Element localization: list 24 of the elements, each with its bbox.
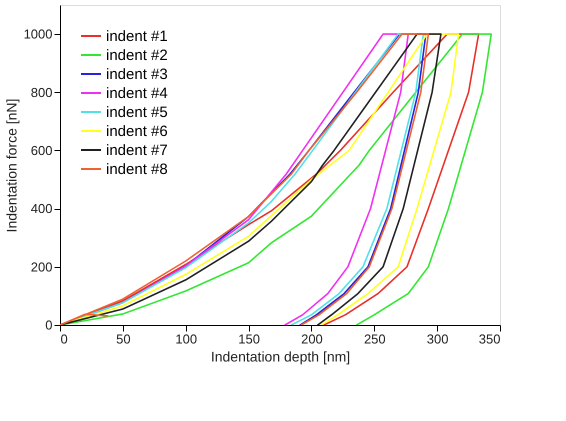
y-tick-label: 0 [45,318,52,332]
x-tick-label: 250 [364,332,386,346]
x-tick-label: 0 [60,332,68,346]
y-tick-label: 200 [30,259,52,274]
legend-label: indent #4 [106,85,168,102]
x-tick-label: 100 [175,332,198,346]
x-tick-label: 300 [426,332,448,346]
y-tick-label: 600 [30,142,52,158]
legend-label: indent #2 [106,47,168,64]
y-tick-label: 800 [30,84,52,100]
x-axis-title: Indentation depth [nm] [210,348,350,364]
legend-label: indent #8 [106,161,168,178]
x-tick-label: 350 [478,332,500,346]
legend-label: indent #1 [106,28,168,45]
x-tick-label: 50 [116,332,131,346]
y-axis-title: Indentation force [nN] [4,98,20,232]
legend-label: indent #7 [106,142,168,159]
legend-label: indent #3 [106,66,168,83]
x-tick-label: 200 [301,332,323,346]
legend-label: indent #5 [106,104,168,121]
y-tick-label: 400 [30,201,52,216]
x-tick-label: 150 [238,332,260,346]
legend-label: indent #6 [106,123,168,140]
y-tick-label: 1000 [24,26,52,42]
